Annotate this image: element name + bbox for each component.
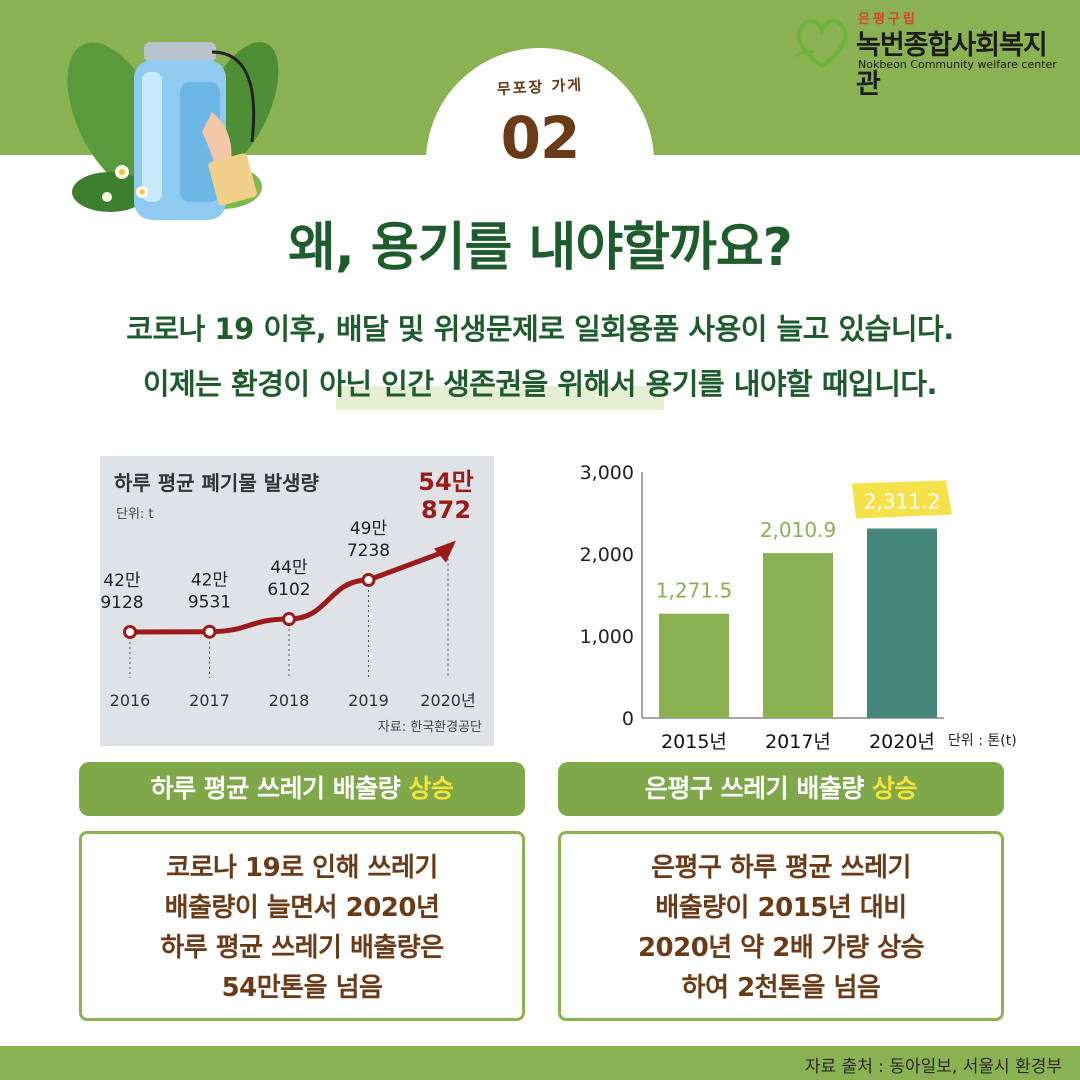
series-line: [129, 550, 443, 635]
series-arrowhead: [434, 540, 456, 563]
x-tick-label: 2020년: [420, 691, 475, 710]
right-card-line: 2020년 약 2배 가량 상승: [637, 933, 925, 963]
data-label-bottom: 7238: [347, 541, 390, 561]
data-label-top: 54만: [418, 468, 473, 496]
value-highlight-badge: [852, 480, 952, 519]
waste-line-chart: 하루 평균 폐기물 발생량 단위: t 자료: 한국환경공단 42만912842…: [100, 468, 482, 735]
logo-small-text: 은평구립: [858, 12, 918, 27]
left-label-prefix: 하루 평균 쓰레기 배출량: [150, 774, 409, 803]
logo-main-text: 녹번종합사회복지관: [856, 30, 1048, 100]
data-label-bottom: 872: [421, 496, 471, 524]
left-label-highlight: 상승: [408, 774, 454, 803]
y-tick-label: 3,000: [580, 462, 634, 484]
footer-source: 자료 출처 : 동아일보, 서울시 환경부: [804, 1057, 1062, 1077]
data-label-top: 49만: [350, 519, 388, 539]
logo-english-text: Nokbeon Community welfare center: [858, 58, 1057, 71]
bar-value-label: 2,311.2: [864, 489, 940, 513]
right-card-line: 배출량이 2015년 대비: [655, 893, 907, 923]
right-label-prefix: 은평구 쓰레기 배출량: [644, 774, 873, 803]
headline: 왜, 용기를 내야할까요?: [288, 218, 793, 278]
line-chart-source: 자료: 한국환경공단: [378, 720, 482, 735]
y-tick-label: 1,000: [580, 626, 634, 648]
x-tick-label: 2019: [348, 691, 389, 710]
data-point: [202, 624, 217, 639]
bar: [867, 528, 937, 718]
right-card-line: 하여 2천톤을 넘음: [681, 973, 881, 1003]
title-arch: [426, 48, 654, 276]
heart-leaf-icon: [795, 19, 848, 69]
line-chart-unit: 단위: t: [116, 507, 154, 522]
water-bottle-illustration: [67, 42, 279, 220]
store-number: 02: [500, 104, 581, 172]
right-card-line: 은평구 하루 평균 쓰레기: [651, 853, 911, 883]
left-card-line: 하루 평균 쓰레기 배출량은: [160, 933, 444, 963]
bar-chart-unit: 단위 : 톤(t): [948, 733, 1017, 749]
data-label-bottom: 9531: [188, 593, 231, 613]
text-highlight: [336, 386, 664, 410]
right-label-highlight: 상승: [872, 774, 918, 803]
line-chart-title: 하루 평균 폐기물 발생량: [114, 471, 319, 495]
y-tick-label: 2,000: [580, 544, 634, 566]
x-tick-label: 2016: [110, 691, 151, 710]
x-tick-label: 2020년: [869, 731, 935, 753]
eunpyeong-bar-chart: 단위 : 톤(t) 0 1,000 2,000 3,000 1,271.5 2015년 2,…: [580, 462, 1017, 753]
body-line-2: 이제는 환경이 아닌 인간 생존권을 위해서 용기를 내야할 때입니다.: [142, 367, 938, 401]
welfare-center-logo: 은평구립 녹번종합사회복지관 Nokbeon Community welfare…: [790, 6, 1070, 100]
left-card-line: 배출량이 늘면서 2020년: [164, 893, 440, 923]
right-summary-label: 은평구 쓰레기 배출량 상승: [558, 762, 1004, 816]
data-label-bottom: 6102: [267, 580, 310, 600]
x-tick-label: 2015년: [661, 731, 727, 753]
left-description-card: 코로나 19로 인해 쓰레기 배출량이 늘면서 2020년 하루 평균 쓰레기 …: [79, 831, 525, 1021]
body-line-1: 코로나 19 이후, 배달 및 위생문제로 일회용품 사용이 늘고 있습니다.: [126, 312, 954, 346]
data-label-top: 44만: [270, 558, 308, 578]
data-point: [123, 625, 137, 639]
data-label-bottom: 9128: [100, 593, 143, 613]
bar-value-label: 1,271.5: [656, 579, 732, 603]
left-card-line: 코로나 19로 인해 쓰레기: [166, 853, 438, 883]
left-summary-label: 하루 평균 쓰레기 배출량 상승: [79, 762, 525, 816]
data-point: [361, 572, 376, 587]
x-tick-label: 2018: [269, 691, 310, 710]
data-label-top: 42만: [191, 571, 229, 591]
eunpyeong-bar-chart-panel: 단위 : 톤(t) 0 1,000 2,000 3,000 1,271.5 2015년 2,…: [560, 452, 1040, 762]
left-card-line: 54만톤을 넘음: [221, 973, 383, 1003]
waste-line-chart-panel: 하루 평균 폐기물 발생량 단위: t 자료: 한국환경공단 42만 9128 42…: [100, 456, 494, 746]
bar: [659, 613, 729, 718]
x-tick-label: 2017: [189, 691, 230, 710]
x-tick-label: 2017년: [765, 731, 831, 753]
data-label-top: 42만: [103, 571, 141, 591]
y-tick-label: 0: [622, 708, 634, 730]
bottom-band: [0, 1046, 1080, 1080]
bar-value-label: 2,010.9: [760, 518, 836, 542]
right-description-card: 은평구 하루 평균 쓰레기 배출량이 2015년 대비 2020년 약 2배 가…: [558, 831, 1004, 1021]
bar: [763, 553, 833, 718]
data-point: [282, 612, 296, 627]
